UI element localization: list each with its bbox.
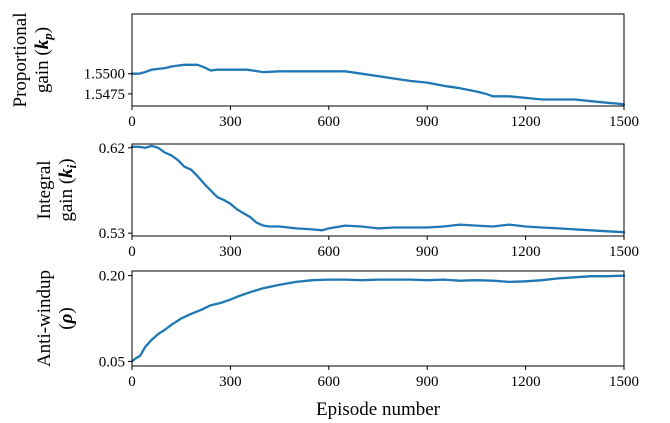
x-tick-label: 1200: [511, 244, 541, 260]
x-tick-label: 600: [318, 114, 341, 130]
x-tick-label: 900: [416, 374, 439, 390]
y-axis-label-line1: Anti-windup: [34, 270, 55, 367]
y-tick-label: 1.5500: [84, 67, 125, 83]
x-tick-label: 1500: [609, 244, 639, 260]
x-tick-label: 0: [128, 244, 136, 260]
y-tick-label: 0.05: [99, 354, 125, 370]
x-tick-label: 300: [219, 244, 242, 260]
proportional-gain-panel: 0 300 600 900 1200 1500 1.5475 1.5500 Proportion…: [10, 13, 639, 131]
x-tick-label: 300: [219, 114, 242, 130]
anti-windup-panel: 0 300 600 900 1200 1500 0.05 0.20 Anti-windup (ρ)…: [34, 269, 639, 420]
y-axis-label-line1: Proportional: [10, 13, 31, 108]
x-tick-label: 1200: [511, 374, 541, 390]
y-axis-label-line2: gain (ki): [56, 158, 79, 221]
series-line-0: [130, 63, 626, 106]
x-tick-label: 900: [416, 114, 439, 130]
x-tick-label: 600: [318, 244, 341, 260]
series-line-0: [130, 144, 626, 234]
y-tick-label: 1.5475: [84, 87, 125, 103]
y-tick-label: 0.20: [99, 269, 125, 285]
x-tick-label: 900: [416, 244, 439, 260]
y-axis-label-line2: (ρ): [56, 307, 77, 329]
integral-gain-panel: 0 300 600 900 1200 1500 0.53 0.62 Integral gain (…: [34, 141, 639, 260]
x-axis-label: Episode number: [316, 399, 441, 420]
plot-frame: [131, 270, 625, 367]
y-axis-label-line1: Integral: [34, 160, 55, 219]
x-tick-label: 1200: [511, 114, 541, 130]
y-tick-label: 0.62: [99, 141, 125, 157]
series-line-0: [130, 274, 626, 363]
x-tick-label: 1500: [609, 114, 639, 130]
y-tick-label: 0.53: [99, 226, 125, 242]
x-tick-label: 1500: [609, 374, 639, 390]
plot-frame: [131, 143, 625, 237]
x-tick-label: 600: [318, 374, 341, 390]
plot-frame: [131, 13, 625, 107]
x-tick-label: 0: [128, 114, 136, 130]
y-axis-label-line2: gain (kp): [32, 27, 55, 93]
x-tick-label: 0: [128, 374, 136, 390]
x-tick-label: 300: [219, 374, 242, 390]
